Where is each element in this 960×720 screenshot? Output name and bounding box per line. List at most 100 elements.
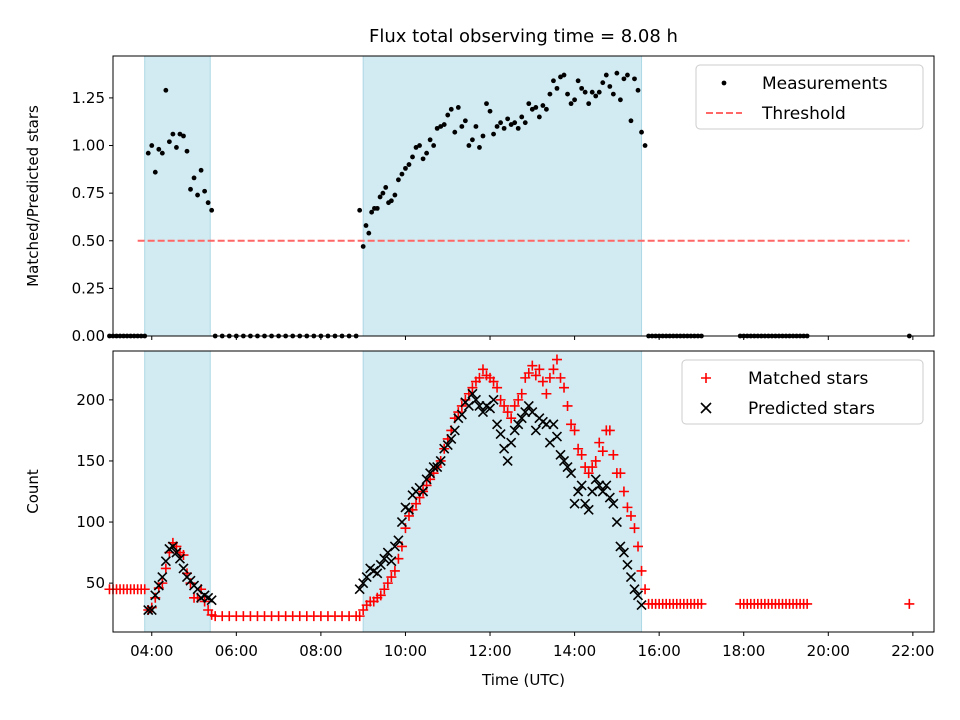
measurement-point — [417, 143, 422, 148]
predicted-star-point — [604, 492, 615, 503]
matched-star-point — [629, 523, 640, 534]
measurement-point — [579, 85, 585, 91]
predicted-star-point — [615, 541, 626, 552]
measurement-point — [357, 207, 363, 213]
measurement-point — [431, 143, 437, 148]
x-axis-label: Time (UTC) — [481, 671, 565, 689]
measurement-point — [494, 124, 500, 129]
measurement-point — [455, 105, 461, 110]
predicted-star-point — [551, 431, 563, 442]
predicted-star-point — [432, 461, 443, 473]
matched-star-point — [523, 367, 534, 378]
x-tick-label: 14:00 — [553, 642, 596, 660]
y-tick-label: 0.75 — [72, 184, 105, 202]
measurement-point — [462, 118, 468, 124]
matched-star-point — [573, 443, 584, 454]
measurement-point — [184, 148, 190, 154]
matched-star-point — [618, 486, 629, 497]
predicted-star-point — [548, 419, 559, 430]
measurement-point — [383, 185, 389, 190]
matched-star-point — [569, 425, 580, 436]
predicted-star-point — [354, 584, 365, 595]
measurement-point — [635, 87, 641, 93]
predicted-star-point — [449, 425, 460, 436]
matched-star-point — [590, 455, 601, 466]
matched-star-point — [354, 611, 365, 622]
x-tick-label: 20:00 — [807, 642, 850, 660]
legend-label: Threshold — [761, 104, 846, 124]
measurement-point — [505, 116, 511, 122]
predicted-star-point — [143, 604, 154, 616]
predicted-star-point — [418, 486, 429, 497]
predicted-star-point — [185, 575, 196, 586]
predicted-star-point — [150, 590, 161, 601]
predicted-star-point — [375, 559, 386, 570]
predicted-star-point — [393, 535, 404, 546]
matched-star-point — [411, 498, 422, 509]
series-measurements — [107, 70, 912, 339]
predicted-star-point — [167, 541, 178, 552]
matched-star-point — [802, 598, 813, 609]
predicted-star-point — [569, 498, 580, 509]
measurement-point — [427, 137, 433, 143]
matched-star-point — [566, 419, 577, 430]
matched-star-point — [488, 376, 499, 387]
measurement-point — [205, 200, 211, 206]
measurement-point — [420, 156, 426, 162]
count-panel: 50 100 150 200 04:00 06:00 08:00 10:00 12:00 14:0… — [24, 350, 935, 689]
matched-star-point — [506, 413, 517, 424]
measurement-point — [600, 80, 606, 86]
measurement-point — [596, 89, 602, 95]
legend-marker-measurements — [721, 80, 727, 86]
measurement-point — [551, 78, 556, 84]
predicted-star-point — [608, 498, 619, 509]
measurement-point — [639, 129, 644, 135]
x-tick-label: 10:00 — [384, 642, 427, 660]
matched-star-point — [502, 407, 513, 418]
y-axis-label: Matched/Predicted stars — [24, 105, 42, 287]
matched-star-point — [541, 388, 552, 399]
predicted-star-point — [583, 504, 594, 515]
measurement-point — [484, 101, 489, 107]
series-predicted-stars — [143, 388, 647, 616]
measurement-point — [544, 106, 549, 112]
measurement-point — [380, 190, 386, 196]
matched-star-point — [495, 394, 506, 405]
matched-star-point — [587, 462, 598, 473]
x-tick-label: 08:00 — [299, 642, 342, 660]
predicted-star-point — [611, 516, 622, 528]
measurement-point — [374, 205, 380, 211]
measurement-point — [392, 192, 398, 198]
measurement-point — [152, 169, 158, 175]
y-tick-label: 100 — [76, 513, 105, 531]
matched-star-point — [403, 510, 414, 521]
matched-star-point — [537, 376, 548, 387]
measurement-point — [363, 223, 369, 228]
predicted-star-point — [516, 413, 527, 424]
predicted-star-point — [590, 474, 601, 485]
legend: Matched stars Predicted stars — [681, 359, 924, 425]
measurement-point — [607, 84, 613, 89]
measurement-point — [191, 175, 197, 181]
predicted-star-point — [625, 571, 637, 583]
axes-frame — [112, 350, 935, 633]
matched-star-point — [633, 541, 644, 552]
predicted-star-point — [389, 541, 400, 552]
matched-star-point — [534, 364, 545, 375]
measurement-point — [473, 124, 479, 129]
measurement-point — [174, 145, 179, 150]
matched-star-point — [509, 400, 520, 411]
predicted-star-point — [492, 419, 503, 430]
measurement-point — [209, 207, 215, 213]
predicted-star-point — [629, 584, 640, 595]
predicted-star-point — [580, 498, 591, 509]
predicted-star-point — [566, 468, 577, 479]
predicted-star-point — [632, 590, 644, 601]
measurement-point — [512, 120, 518, 126]
legend-label: Predicted stars — [748, 399, 875, 419]
measurement-point — [533, 105, 539, 110]
matched-star-point — [904, 598, 915, 609]
measurement-point — [547, 91, 553, 97]
matched-star-point — [615, 468, 626, 479]
